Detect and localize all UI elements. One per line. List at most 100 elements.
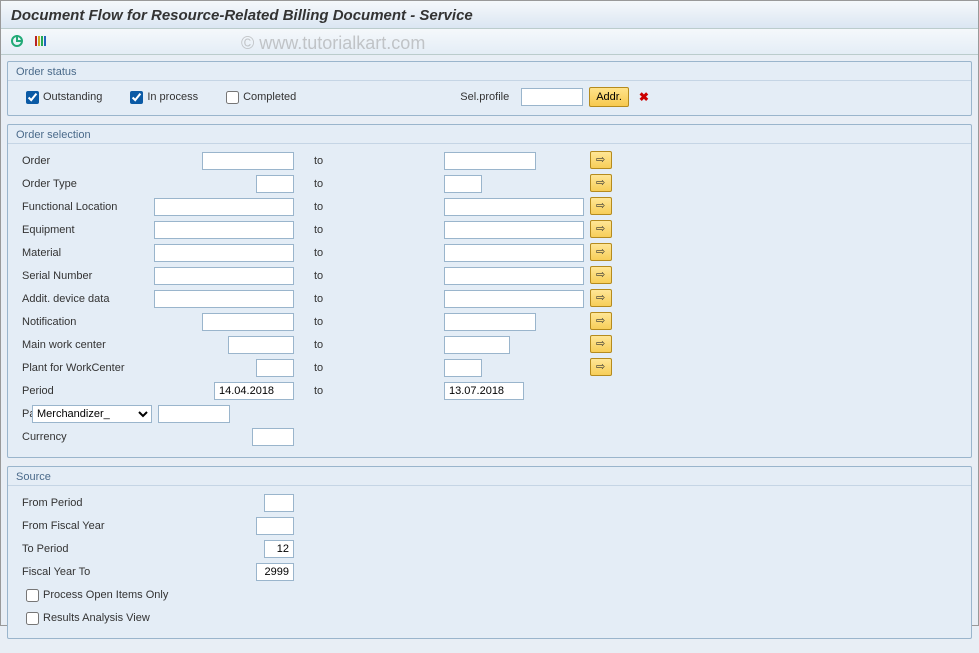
panel-title-source: Source xyxy=(8,467,971,486)
to-input[interactable] xyxy=(444,152,536,170)
selection-row: Addit. device data to xyxy=(22,288,957,310)
partners-input[interactable] xyxy=(158,405,230,423)
to-input[interactable] xyxy=(444,244,584,262)
from-fiscal-year-input[interactable] xyxy=(256,517,294,535)
multiple-selection-button[interactable] xyxy=(590,151,612,169)
to-label: to xyxy=(304,201,444,213)
checkbox-outstanding-label: Outstanding xyxy=(43,91,102,103)
to-label: to xyxy=(304,178,444,190)
checkbox-results-view-input[interactable] xyxy=(26,612,39,625)
selection-row: Functional Locationto xyxy=(22,196,957,218)
to-input[interactable] xyxy=(444,359,482,377)
panel-source: Source From Period From Fiscal Year To P… xyxy=(7,466,972,639)
checkbox-process-open[interactable]: Process Open Items Only xyxy=(22,586,168,605)
to-label: to xyxy=(304,316,444,328)
multiple-selection-button[interactable] xyxy=(590,220,612,238)
from-input[interactable] xyxy=(214,382,294,400)
checkbox-in-process-input[interactable] xyxy=(130,91,143,104)
to-label: to xyxy=(304,385,444,397)
from-period-input[interactable] xyxy=(264,494,294,512)
from-input[interactable] xyxy=(154,290,294,308)
selection-row: Serial Number to xyxy=(22,265,957,287)
to-period-input[interactable] xyxy=(264,540,294,558)
from-input[interactable] xyxy=(202,152,294,170)
to-input[interactable] xyxy=(444,221,584,239)
close-icon[interactable]: ✖ xyxy=(639,90,649,104)
from-input[interactable] xyxy=(256,175,294,193)
from-input[interactable] xyxy=(202,313,294,331)
panel-title-order-selection: Order selection xyxy=(8,125,971,144)
toolbar xyxy=(1,29,978,55)
field-label: Notification xyxy=(22,316,152,328)
sel-profile-input[interactable] xyxy=(521,88,583,106)
selection-row: Plant for WorkCenter to xyxy=(22,357,957,379)
checkbox-in-process-label: In process xyxy=(147,91,198,103)
addr-button[interactable]: Addr. xyxy=(589,87,629,107)
field-label: Equipment xyxy=(22,224,152,236)
selection-row: Main work center to xyxy=(22,334,957,356)
checkbox-completed-input[interactable] xyxy=(226,91,239,104)
execute-icon[interactable] xyxy=(9,33,29,51)
checkbox-completed[interactable]: Completed xyxy=(222,88,296,107)
from-input[interactable] xyxy=(154,267,294,285)
to-label: to xyxy=(304,155,444,167)
checkbox-results-view-label: Results Analysis View xyxy=(43,612,150,624)
field-label: Serial Number xyxy=(22,270,152,282)
variant-icon[interactable] xyxy=(32,33,52,51)
field-label: Main work center xyxy=(22,339,152,351)
checkbox-completed-label: Completed xyxy=(243,91,296,103)
selection-row: Orderto xyxy=(22,150,957,172)
to-input[interactable] xyxy=(444,336,510,354)
to-input[interactable] xyxy=(444,198,584,216)
row-to-period: To Period xyxy=(22,538,957,560)
multiple-selection-button[interactable] xyxy=(590,243,612,261)
row-fiscal-year-to: Fiscal Year To xyxy=(22,561,957,583)
multiple-selection-button[interactable] xyxy=(590,335,612,353)
multiple-selection-button[interactable] xyxy=(590,312,612,330)
row-from-period: From Period xyxy=(22,492,957,514)
from-input[interactable] xyxy=(154,221,294,239)
multiple-selection-button[interactable] xyxy=(590,289,612,307)
from-fiscal-year-label: From Fiscal Year xyxy=(22,520,152,532)
panel-title-order-status: Order status xyxy=(8,62,971,81)
to-label: to xyxy=(304,247,444,259)
multiple-selection-button[interactable] xyxy=(590,174,612,192)
panel-order-status: Order status Outstanding In process Comp… xyxy=(7,61,972,116)
to-label: to xyxy=(304,293,444,305)
fiscal-year-to-input[interactable] xyxy=(256,563,294,581)
field-label: Addit. device data xyxy=(22,293,152,305)
row-currency: Currency xyxy=(22,426,957,448)
checkbox-in-process[interactable]: In process xyxy=(126,88,198,107)
checkbox-results-view[interactable]: Results Analysis View xyxy=(22,609,150,628)
checkbox-process-open-input[interactable] xyxy=(26,589,39,602)
field-label: Period xyxy=(22,385,152,397)
from-input[interactable] xyxy=(228,336,294,354)
checkbox-outstanding[interactable]: Outstanding xyxy=(22,88,102,107)
to-label: to xyxy=(304,339,444,351)
field-label: Order Type xyxy=(22,178,152,190)
from-input[interactable] xyxy=(154,198,294,216)
to-input[interactable] xyxy=(444,290,584,308)
fiscal-year-to-label: Fiscal Year To xyxy=(22,566,152,578)
to-label: to xyxy=(304,270,444,282)
selection-row: Period to xyxy=(22,380,957,402)
selection-row: Materialto xyxy=(22,242,957,264)
from-input[interactable] xyxy=(256,359,294,377)
to-input[interactable] xyxy=(444,267,584,285)
to-input[interactable] xyxy=(444,175,482,193)
to-input[interactable] xyxy=(444,313,536,331)
to-period-label: To Period xyxy=(22,543,152,555)
from-input[interactable] xyxy=(154,244,294,262)
to-label: to xyxy=(304,362,444,374)
currency-input[interactable] xyxy=(252,428,294,446)
partners-select[interactable]: Merchandizer_ xyxy=(32,405,152,423)
multiple-selection-button[interactable] xyxy=(590,197,612,215)
field-label: Plant for WorkCenter xyxy=(22,362,152,374)
multiple-selection-button[interactable] xyxy=(590,358,612,376)
to-input[interactable] xyxy=(444,382,524,400)
row-partners: Partners Merchandizer_ xyxy=(22,403,957,425)
checkbox-outstanding-input[interactable] xyxy=(26,91,39,104)
from-period-label: From Period xyxy=(22,497,152,509)
multiple-selection-button[interactable] xyxy=(590,266,612,284)
checkbox-process-open-label: Process Open Items Only xyxy=(43,589,168,601)
